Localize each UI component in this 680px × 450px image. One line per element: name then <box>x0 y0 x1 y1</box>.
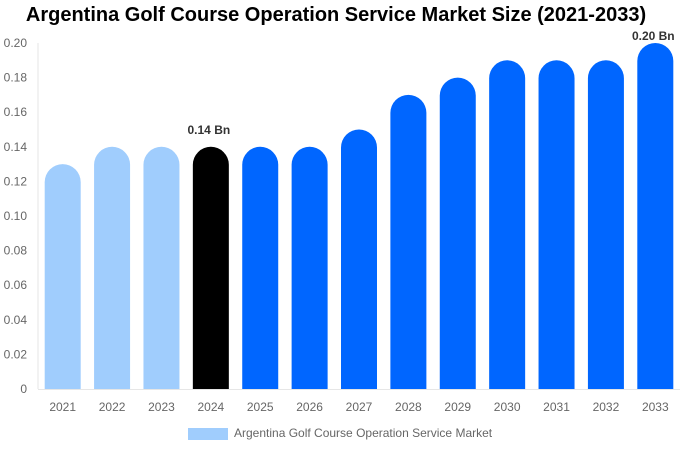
data-label: 0.20 Bn <box>632 29 675 43</box>
bars-group <box>44 43 674 390</box>
bar-2031[interactable] <box>538 60 575 389</box>
bar-2025[interactable] <box>242 146 279 389</box>
x-tick-label: 2021 <box>49 400 76 414</box>
x-tick-label: 2028 <box>395 400 422 414</box>
data-label: 0.14 Bn <box>188 123 231 137</box>
bar-2027[interactable] <box>341 129 377 390</box>
y-tick-label: 0.14 <box>4 140 28 154</box>
y-tick-label: 0 <box>20 382 27 396</box>
bar-2032[interactable] <box>587 60 624 389</box>
x-tick-label: 2023 <box>148 400 175 414</box>
data-labels: 0.14 Bn 0.20 Bn <box>188 29 675 137</box>
x-tick-label: 2029 <box>444 400 471 414</box>
bar-2028[interactable] <box>390 94 427 389</box>
x-tick-label: 2033 <box>642 400 669 414</box>
x-tick-label: 2025 <box>247 400 274 414</box>
y-tick-label: 0.16 <box>4 105 28 119</box>
legend[interactable]: Argentina Golf Course Operation Service … <box>188 426 493 440</box>
bar-2022[interactable] <box>94 146 131 389</box>
chart-title: Argentina Golf Course Operation Service … <box>26 4 646 26</box>
x-tick-label: 2030 <box>494 400 521 414</box>
y-tick-label: 0.12 <box>4 174 28 188</box>
x-tick-label: 2031 <box>543 400 570 414</box>
y-tick-label: 0.08 <box>4 244 28 258</box>
x-tick-label: 2022 <box>99 400 126 414</box>
x-tick-label: 2024 <box>197 400 224 414</box>
y-axis: 0 0.02 0.04 0.06 0.08 0.10 0.12 0.14 0.16 0.18 0.2… <box>4 36 39 396</box>
x-tick-label: 2032 <box>593 400 620 414</box>
bar-2026[interactable] <box>291 146 328 389</box>
legend-swatch <box>188 428 228 440</box>
bar-2029[interactable] <box>439 77 476 389</box>
y-tick-label: 0.10 <box>4 209 28 223</box>
x-axis: 2021 2022 2023 2024 2025 2026 2027 2028 2029 2030… <box>38 389 680 414</box>
bar-2023[interactable] <box>143 146 180 389</box>
bar-2021[interactable] <box>44 164 81 389</box>
y-tick-label: 0.06 <box>4 278 28 292</box>
bar-2024[interactable] <box>192 146 229 389</box>
y-tick-label: 0.04 <box>4 313 28 327</box>
x-tick-label: 2026 <box>296 400 323 414</box>
y-tick-label: 0.20 <box>4 36 28 50</box>
bar-2033[interactable] <box>637 43 674 389</box>
y-tick-label: 0.02 <box>4 347 28 361</box>
legend-label: Argentina Golf Course Operation Service … <box>234 426 493 440</box>
bar-2030[interactable] <box>489 60 526 389</box>
x-tick-label: 2027 <box>346 400 373 414</box>
y-tick-label: 0.18 <box>4 71 28 85</box>
